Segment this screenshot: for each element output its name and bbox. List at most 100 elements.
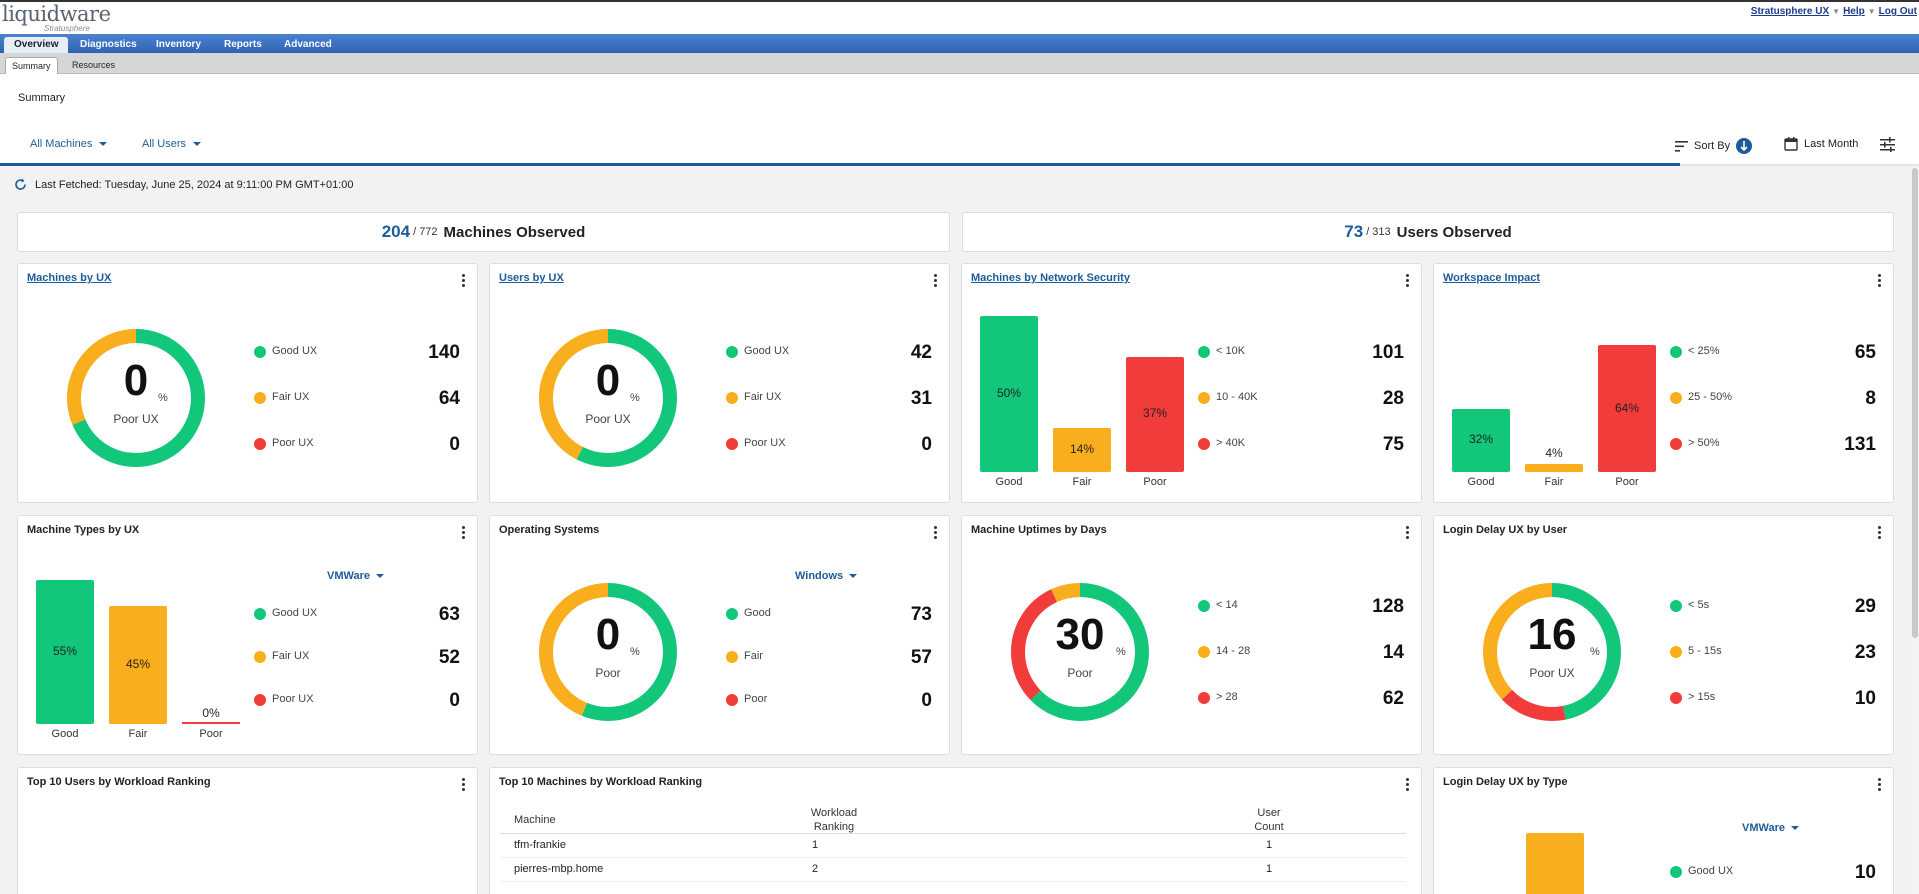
legend-label: Poor UX bbox=[272, 693, 314, 705]
card-title-link[interactable]: Workspace Impact bbox=[1443, 272, 1541, 284]
fair-bar[interactable] bbox=[1526, 833, 1584, 894]
legend-row[interactable]: 10 - 40K 28 bbox=[1198, 388, 1404, 409]
legend-row[interactable]: Poor UX 0 bbox=[254, 434, 460, 455]
machine-type-selector[interactable]: VMWare bbox=[327, 570, 384, 582]
good-bar[interactable] bbox=[36, 580, 94, 724]
donut-segment-fair[interactable] bbox=[1483, 583, 1621, 721]
fair-bar[interactable] bbox=[1053, 428, 1111, 472]
more-options-icon[interactable] bbox=[934, 526, 937, 541]
more-options-icon[interactable] bbox=[462, 526, 465, 541]
tab-overview[interactable]: Overview bbox=[4, 37, 69, 53]
legend-row[interactable]: > 40K 75 bbox=[1198, 434, 1404, 455]
more-options-icon[interactable] bbox=[934, 274, 937, 289]
donut-segment-fair[interactable] bbox=[539, 583, 677, 721]
legend-dot-icon bbox=[1670, 600, 1682, 612]
card-title-link[interactable]: Machines by Network Security bbox=[971, 272, 1130, 284]
legend-row[interactable]: Fair UX 64 bbox=[254, 388, 460, 409]
legend-row[interactable]: 5 - 15s 23 bbox=[1670, 642, 1876, 663]
legend-row[interactable]: > 15s 10 bbox=[1670, 688, 1876, 709]
column-header-workload[interactable]: Workload Ranking bbox=[810, 807, 858, 833]
help-link[interactable]: Help bbox=[1843, 6, 1865, 17]
legend-row[interactable]: Good UX 63 bbox=[254, 604, 460, 625]
card-title-link[interactable]: Machines by UX bbox=[27, 272, 112, 284]
date-range-button[interactable]: Last Month bbox=[1784, 137, 1858, 151]
login-type-selector[interactable]: VMWare bbox=[1742, 822, 1799, 834]
more-options-icon[interactable] bbox=[1406, 778, 1409, 793]
legend-row[interactable]: Good 73 bbox=[726, 604, 932, 625]
donut-segment-fair[interactable] bbox=[67, 329, 205, 467]
cell-rank: 2 bbox=[812, 863, 819, 875]
more-options-icon[interactable] bbox=[462, 778, 465, 793]
donut-segment-poor[interactable] bbox=[1483, 583, 1621, 721]
legend-label: > 40K bbox=[1216, 437, 1246, 449]
loading-progress-bar bbox=[0, 163, 1680, 166]
legend-row[interactable]: > 50% 131 bbox=[1670, 434, 1876, 455]
legend-row[interactable]: < 14 128 bbox=[1198, 596, 1404, 617]
legend-row[interactable]: < 10K 101 bbox=[1198, 342, 1404, 363]
legend-dot-icon bbox=[1198, 692, 1210, 704]
legend-row[interactable]: Poor UX 0 bbox=[726, 434, 932, 455]
legend-row[interactable]: Fair 57 bbox=[726, 647, 932, 668]
legend-label: < 10K bbox=[1216, 345, 1246, 357]
legend-row[interactable]: Fair UX 52 bbox=[254, 647, 460, 668]
caret-down-icon[interactable]: ▼ bbox=[1867, 7, 1876, 16]
card-title: Top 10 Users by Workload Ranking bbox=[27, 776, 211, 788]
legend-row[interactable]: Good UX 10 bbox=[1670, 862, 1876, 883]
sort-by-button[interactable]: Sort By bbox=[1675, 137, 1759, 155]
good-bar[interactable] bbox=[980, 316, 1038, 472]
legend-row[interactable]: 25 - 50% 8 bbox=[1670, 388, 1876, 409]
card-title-link[interactable]: Users by UX bbox=[499, 272, 564, 284]
donut-segment-poor[interactable] bbox=[1011, 583, 1149, 721]
sort-direction-icon[interactable] bbox=[1735, 137, 1753, 155]
tab-advanced[interactable]: Advanced bbox=[284, 39, 332, 50]
more-options-icon[interactable] bbox=[1878, 526, 1881, 541]
x-axis-label: Good bbox=[51, 728, 79, 740]
more-options-icon[interactable] bbox=[462, 274, 465, 289]
legend-row[interactable]: Fair UX 31 bbox=[726, 388, 932, 409]
chart-legend: Good UX 63 Fair UX 52 Poor UX 0 bbox=[254, 604, 460, 711]
users-filter-dropdown[interactable]: All Users bbox=[142, 138, 202, 150]
stratusphere-ux-link[interactable]: Stratusphere UX bbox=[1750, 6, 1830, 17]
good-bar[interactable] bbox=[1452, 408, 1510, 472]
x-axis-label: Poor bbox=[1143, 476, 1167, 488]
liquidware-logo[interactable]: liquidware Stratusphere bbox=[2, 4, 111, 34]
refresh-icon[interactable] bbox=[14, 178, 27, 191]
fair-bar[interactable] bbox=[109, 606, 167, 724]
tab-inventory[interactable]: Inventory bbox=[156, 39, 202, 50]
legend-row[interactable]: Good UX 140 bbox=[254, 342, 460, 363]
logout-link[interactable]: Log Out bbox=[1878, 6, 1917, 17]
column-header-user-count[interactable]: User Count bbox=[1254, 807, 1284, 833]
subtab-resources[interactable]: Resources bbox=[72, 60, 116, 70]
legend-row[interactable]: < 5s 29 bbox=[1670, 596, 1876, 617]
more-options-icon[interactable] bbox=[1406, 274, 1409, 289]
legend-label: Good bbox=[744, 607, 771, 619]
table-row[interactable]: pierres-mbp.home 2 1 bbox=[500, 858, 1406, 882]
vertical-scrollbar[interactable] bbox=[1911, 166, 1919, 894]
legend-row[interactable]: 14 - 28 14 bbox=[1198, 642, 1404, 663]
more-options-icon[interactable] bbox=[1878, 274, 1881, 289]
legend-row[interactable]: > 28 62 bbox=[1198, 688, 1404, 709]
legend-row[interactable]: < 25% 65 bbox=[1670, 342, 1876, 363]
scrollbar-thumb[interactable] bbox=[1912, 168, 1918, 638]
tab-diagnostics[interactable]: Diagnostics bbox=[80, 39, 137, 50]
donut-segment-fair[interactable] bbox=[539, 329, 677, 467]
donut-svg bbox=[1011, 583, 1149, 721]
table-row[interactable]: tfm-frankie 1 1 bbox=[500, 834, 1406, 858]
tab-reports[interactable]: Reports bbox=[224, 39, 262, 50]
machines-filter-dropdown[interactable]: All Machines bbox=[30, 138, 108, 150]
last-fetched: Last Fetched: Tuesday, June 25, 2024 at … bbox=[14, 178, 353, 191]
os-selector[interactable]: Windows bbox=[795, 570, 858, 582]
donut-segment-fair[interactable] bbox=[1011, 583, 1149, 721]
fair-bar[interactable] bbox=[1525, 464, 1583, 472]
poor-bar[interactable] bbox=[1126, 356, 1184, 472]
poor-bar[interactable] bbox=[1598, 345, 1656, 472]
legend-row[interactable]: Good UX 42 bbox=[726, 342, 932, 363]
more-options-icon[interactable] bbox=[1878, 778, 1881, 793]
column-header-machine[interactable]: Machine bbox=[514, 814, 556, 826]
legend-row[interactable]: Poor 0 bbox=[726, 690, 932, 711]
caret-down-icon[interactable]: ▼ bbox=[1832, 7, 1841, 16]
more-options-icon[interactable] bbox=[1406, 526, 1409, 541]
filter-settings-icon[interactable] bbox=[1880, 137, 1895, 152]
subtab-summary[interactable]: Summary bbox=[5, 57, 58, 74]
legend-row[interactable]: Poor UX 0 bbox=[254, 690, 460, 711]
